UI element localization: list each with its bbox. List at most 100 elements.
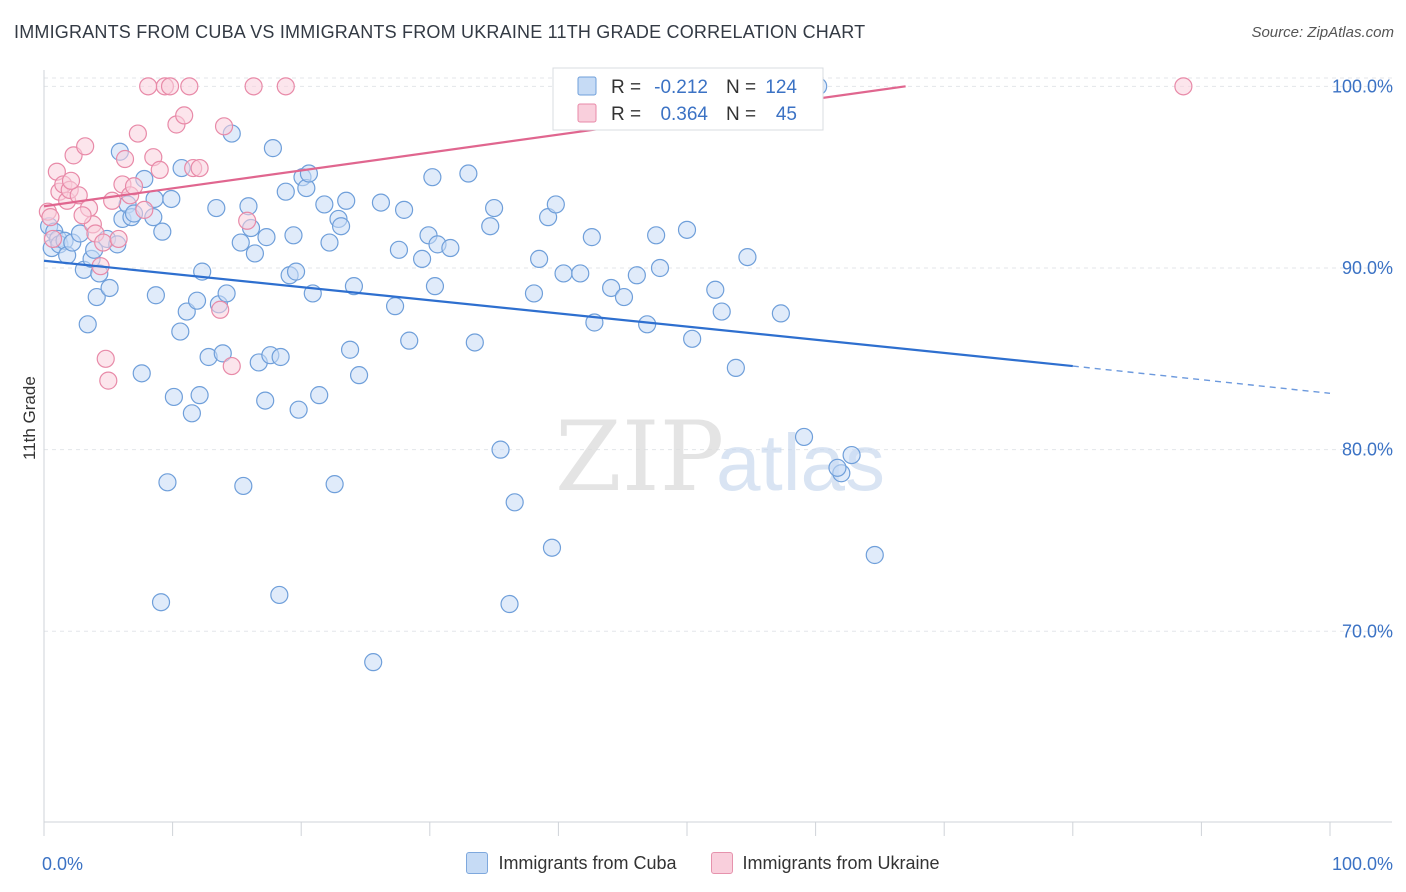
cuba-point [505, 493, 524, 512]
cuba-point [270, 585, 289, 605]
cuba-point [257, 228, 276, 247]
cuba-point [187, 291, 207, 310]
cuba-point [627, 266, 646, 285]
ukraine-point [41, 208, 60, 227]
cuba-point [638, 315, 657, 334]
y-tick-label-80: 80.0% [1342, 440, 1393, 460]
cuba-points [40, 77, 884, 672]
cuba-point [712, 302, 731, 321]
ukraine-point [96, 349, 115, 368]
ukraine-point [69, 186, 88, 205]
ukraine-point [1174, 77, 1193, 96]
cuba-point [865, 545, 884, 565]
cuba-point [217, 284, 236, 303]
chart-title: IMMIGRANTS FROM CUBA VS IMMIGRANTS FROM … [14, 22, 866, 42]
ukraine-point [128, 124, 147, 143]
cuba-point [394, 200, 414, 219]
ukraine-points [38, 77, 1193, 390]
cuba-point [389, 240, 409, 259]
cuba-point [344, 277, 364, 296]
cuba-point [331, 217, 351, 236]
ukraine-point [214, 117, 234, 136]
ukraine-point [180, 77, 199, 96]
y-tick-label-90: 90.0% [1342, 258, 1393, 278]
gridlines [44, 77, 1392, 632]
cuba-point [683, 329, 702, 348]
cuba-point [100, 278, 119, 298]
cuba-point [153, 222, 172, 241]
legend-item-cuba: Immigrants from Cuba [466, 852, 677, 874]
cuba-point [794, 427, 814, 447]
watermark-zip: ZIP [555, 401, 724, 513]
legend-n-label-cuba: N = [726, 77, 756, 98]
ukraine-point [211, 300, 230, 319]
ukraine-point [109, 229, 128, 249]
tick-labels: 70.0% 80.0% 90.0% 100.0% 0.0% 100.0% [42, 76, 1393, 874]
cuba-point [441, 238, 460, 258]
cuba-trend-line [43, 259, 1073, 368]
cuba-point [310, 386, 329, 405]
cuba-point [706, 280, 725, 299]
cuba-point [650, 258, 670, 278]
cuba-point [182, 404, 201, 423]
legend-frame [552, 67, 824, 131]
cuba-point [726, 358, 745, 377]
cuba-point [337, 191, 356, 210]
cuba-point [677, 220, 697, 239]
legend-box: R = -0.212 N = 124 R = 0.364 N = 45 [552, 67, 824, 131]
cuba-point [602, 278, 621, 298]
cuba-point [315, 195, 334, 214]
ukraine-point [150, 160, 169, 180]
cuba-point [364, 653, 383, 672]
ukraine-point [115, 149, 135, 169]
ukraine-point [139, 77, 158, 96]
legend-r-label-cuba: R = [611, 77, 641, 98]
cuba-point [546, 195, 565, 214]
cuba-point [349, 366, 369, 385]
cuba-point [647, 226, 666, 245]
ukraine-point [76, 137, 95, 156]
cuba-point [263, 139, 283, 158]
ukraine-point [43, 229, 63, 249]
ukraine-point [94, 233, 113, 252]
y-tick-label-70: 70.0% [1342, 621, 1393, 641]
cuba-point [146, 286, 165, 305]
cuba-point [481, 217, 500, 236]
x-tick-label-max: 100.0% [1332, 854, 1393, 874]
cuba-point [524, 284, 544, 303]
legend-n-value-cuba: 124 [765, 77, 797, 98]
ukraine-point [238, 211, 257, 230]
bottom-legend: Immigrants from Cuba Immigrants from Ukr… [0, 852, 1406, 874]
x-tick-label-min: 0.0% [42, 854, 83, 874]
y-tick-label-100: 100.0% [1332, 76, 1393, 96]
cuba-point [425, 277, 445, 296]
legend-r-value-cuba: -0.212 [654, 77, 708, 98]
axes [43, 70, 1392, 836]
legend-n-value-ukraine: 45 [776, 104, 797, 125]
cuba-point [231, 233, 250, 252]
cuba-point [571, 264, 590, 283]
cuba-point [530, 249, 549, 269]
cuba-point [542, 538, 562, 557]
legend-n-label-ukraine: N = [726, 104, 756, 125]
cuba-point [459, 164, 478, 183]
cuba-point [158, 473, 177, 492]
source-label: Source: ZipAtlas.com [1251, 24, 1394, 41]
cuba-point [412, 249, 432, 269]
ukraine-point [61, 171, 81, 190]
cuba-point [78, 315, 97, 334]
legend-r-value-ukraine: 0.364 [660, 104, 708, 125]
cuba-point [465, 333, 484, 352]
ukraine-point [99, 371, 118, 390]
ukraine-swatch [710, 852, 733, 874]
cuba-swatch [466, 852, 489, 874]
cuba-point [213, 344, 232, 363]
cuba-point [284, 226, 303, 245]
ukraine-point [222, 356, 241, 376]
cuba-trend-extension [1072, 365, 1331, 395]
cuba-point [385, 297, 405, 316]
cuba-point [371, 193, 391, 212]
cuba-point [234, 476, 253, 496]
cuba-point [320, 233, 339, 252]
cuba-point [151, 593, 171, 612]
